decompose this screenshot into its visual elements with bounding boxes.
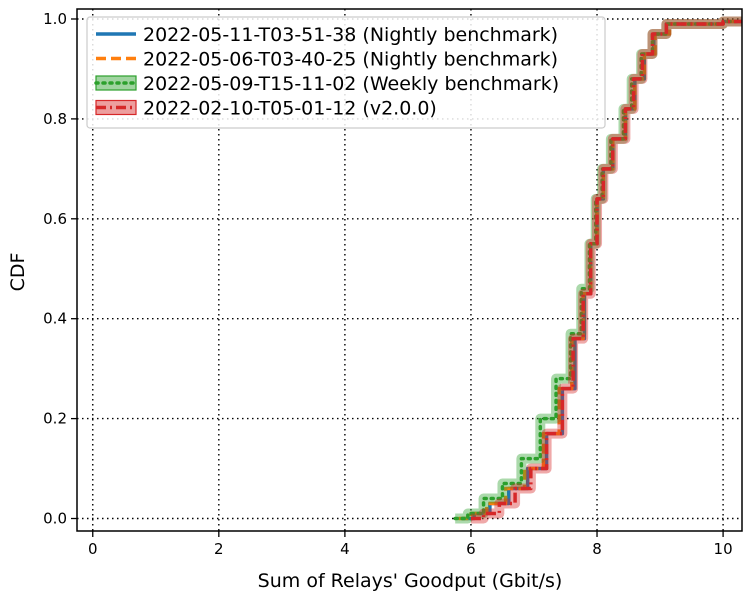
y-tick-label: 0.8 xyxy=(43,110,67,128)
legend-frame xyxy=(86,16,606,129)
y-tick-label: 0.2 xyxy=(43,410,67,428)
legend-entry: 2022-05-06-T03-40-25 (Nightly benchmark) xyxy=(143,49,558,71)
y-tick-label: 0.6 xyxy=(43,210,67,228)
x-axis-label: Sum of Relays' Goodput (Gbit/s) xyxy=(258,570,563,592)
legend-entry: 2022-02-10-T05-01-12 (v2.0.0) xyxy=(143,98,437,120)
legend: 2022-05-11-T03-51-38 (Nightly benchmark)… xyxy=(86,16,606,129)
y-tick-label: 1.0 xyxy=(43,10,67,28)
x-tick-label: 10 xyxy=(714,540,733,558)
x-tick-label: 4 xyxy=(340,540,350,558)
x-tick-label: 6 xyxy=(466,540,476,558)
y-tick-label: 0.4 xyxy=(43,310,67,328)
x-tick-label: 0 xyxy=(88,540,98,558)
x-tick-label: 8 xyxy=(592,540,602,558)
x-tick-label: 2 xyxy=(214,540,224,558)
y-tick-label: 0.0 xyxy=(43,510,67,528)
y-axis-label: CDF xyxy=(7,253,29,292)
legend-entry: 2022-05-11-T03-51-38 (Nightly benchmark) xyxy=(143,24,558,46)
plot-frame xyxy=(76,8,743,532)
x-axis-ticks: 0 2 4 6 8 10 xyxy=(88,531,733,558)
legend-entry: 2022-05-09-T15-11-02 (Weekly benchmark) xyxy=(143,73,559,95)
series-layer xyxy=(453,16,744,524)
series-line-4 xyxy=(470,19,742,521)
y-axis-ticks: 0.0 0.2 0.4 0.6 0.8 1.0 xyxy=(43,10,77,528)
